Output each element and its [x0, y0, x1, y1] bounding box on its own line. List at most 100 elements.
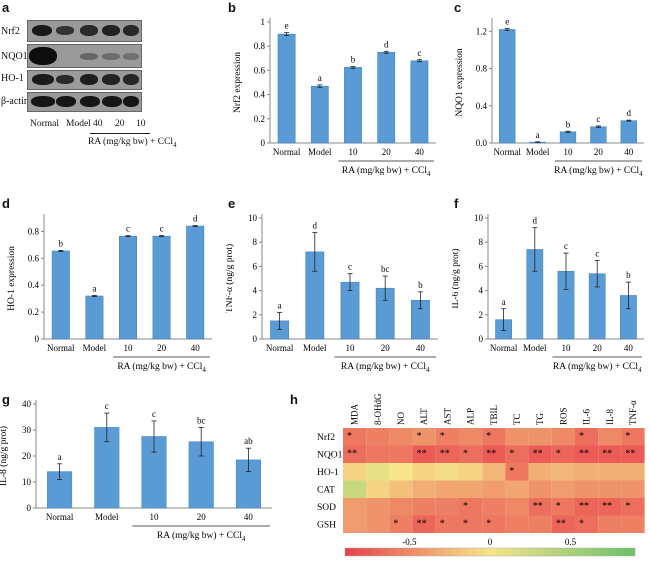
x-tick-label: 10: [349, 147, 359, 157]
y-tick-label: 1: [261, 17, 266, 27]
heatmap-cell: [482, 445, 506, 463]
significance-star: **: [625, 449, 635, 460]
significance-letter: e: [285, 21, 289, 31]
heatmap-cell: [598, 515, 622, 533]
heatmap-cell: [343, 463, 367, 481]
significance-star: **: [440, 449, 450, 460]
y-tick-label: 0.8: [28, 226, 40, 236]
heatmap-cell: [366, 515, 390, 533]
significance-star: *: [579, 519, 584, 530]
significance-star: **: [533, 501, 543, 512]
heatmap-cell: [482, 480, 506, 498]
y-tick-label: 0: [479, 334, 484, 344]
heatmap-cell: [459, 498, 483, 516]
significance-star: *: [486, 519, 491, 530]
x-tick-label: 10: [346, 343, 356, 353]
blot-strip-actin: [27, 92, 142, 112]
heatmap-cell: [575, 480, 599, 498]
heatmap-cell: [366, 498, 390, 516]
heatmap-row-label: Nrf2: [317, 432, 335, 443]
x-tick-label: 40: [415, 147, 425, 157]
heatmap-column-label: NO: [396, 412, 406, 425]
significance-letter: e: [505, 16, 509, 26]
heatmap-cell: [528, 515, 552, 533]
significance-star: **: [579, 501, 589, 512]
significance-letter: a: [502, 297, 506, 307]
x-tick-label: 10: [150, 512, 160, 522]
significance-star: *: [440, 431, 445, 442]
heatmap-cell: [505, 480, 529, 498]
bar: [410, 60, 429, 144]
significance-letter: bc: [381, 264, 390, 274]
y-tick-label: 1.2: [476, 26, 487, 36]
heatmap-cell: [528, 463, 552, 481]
x-tick-label: Normal: [46, 512, 74, 522]
heatmap-cell: [598, 463, 622, 481]
x-axis-title: RA (mg/kg bw) + CCl4: [554, 165, 643, 178]
significance-star: *: [463, 519, 468, 530]
heatmap-cell: [551, 515, 575, 533]
x-tick-label: 20: [197, 512, 207, 522]
heatmap-cell: [575, 428, 599, 446]
y-tick-label: 8: [479, 237, 484, 247]
heatmap-cell: [598, 445, 622, 463]
bar: [277, 33, 296, 144]
x-tick-label: Normal: [493, 147, 521, 157]
significance-letter: a: [318, 73, 322, 83]
heatmap-cell: [343, 515, 367, 533]
heatmap-cell: [389, 515, 413, 533]
significance-star: *: [393, 519, 398, 530]
panel-label-g: g: [2, 392, 10, 407]
heatmap-cell: [343, 480, 367, 498]
heatmap-row-label: CAT: [317, 485, 335, 495]
heatmap-row-label: SOD: [317, 503, 336, 513]
panel-label-f: f: [454, 196, 459, 211]
heatmap-column-label: ALT: [419, 408, 429, 425]
heatmap-cell: [343, 498, 367, 516]
y-tick-label: 2: [479, 310, 484, 320]
x-tick-label: 20: [594, 147, 604, 157]
significance-star: *: [579, 431, 584, 442]
bar: [344, 67, 362, 144]
y-tick-label: 0.2: [28, 307, 39, 317]
heatmap-cell: [389, 480, 413, 498]
y-axis-title: TNF-α (ng/g prot): [226, 244, 235, 313]
significance-star: **: [602, 449, 612, 460]
blot-strip-ho1: [27, 70, 142, 90]
y-tick-label: 2: [253, 310, 258, 320]
significance-star: *: [509, 466, 514, 477]
heatmap-cell: [551, 498, 575, 516]
y-tick-label: 30: [22, 425, 32, 435]
significance-letter: b: [626, 270, 631, 280]
heatmap-row-label: HO-1: [317, 468, 339, 478]
blot-lane-40: 40: [93, 119, 103, 129]
heatmap-cell: [412, 480, 436, 498]
y-tick-label: 10: [22, 477, 32, 487]
x-tick-label: 20: [382, 147, 392, 157]
heatmap-cell: [621, 445, 645, 463]
significance-letter: b: [418, 280, 423, 290]
chart-tnf-alpha: 0 2 4 6 8 10 TNF-α (ng/g prot) a Normal d Model c 10…: [226, 213, 438, 374]
heatmap-cell: [528, 428, 552, 446]
chart-il6: 0 2 4 6 8 10 IL-6 (ng/g prot) a Normal d Model c 10 c…: [452, 213, 644, 374]
heatmap-row-label: GSH: [317, 520, 336, 530]
x-axis-title: RA (mg/kg bw) + CCl4: [157, 530, 246, 543]
heatmap-cell: [528, 498, 552, 516]
heatmap-cell: [551, 445, 575, 463]
significance-star: **: [533, 449, 543, 460]
colorbar: [344, 547, 636, 557]
bar: [559, 131, 577, 144]
heatmap-column-label: MDA: [350, 403, 360, 425]
y-axis-title: HO-1 expression: [7, 246, 17, 311]
significance-star: **: [602, 501, 612, 512]
heatmap-cell: [528, 445, 552, 463]
bar: [590, 126, 607, 144]
blot-row-label-nqo1: NQO1: [1, 51, 28, 62]
heatmap-column-label: AST: [442, 407, 452, 425]
x-tick-label: 20: [157, 343, 167, 353]
significance-star: *: [347, 431, 352, 442]
heatmap-cell: [435, 428, 459, 446]
blot-strip-nqo1: [27, 44, 142, 68]
heatmap-cell: [412, 428, 436, 446]
significance-letter: c: [596, 114, 600, 124]
